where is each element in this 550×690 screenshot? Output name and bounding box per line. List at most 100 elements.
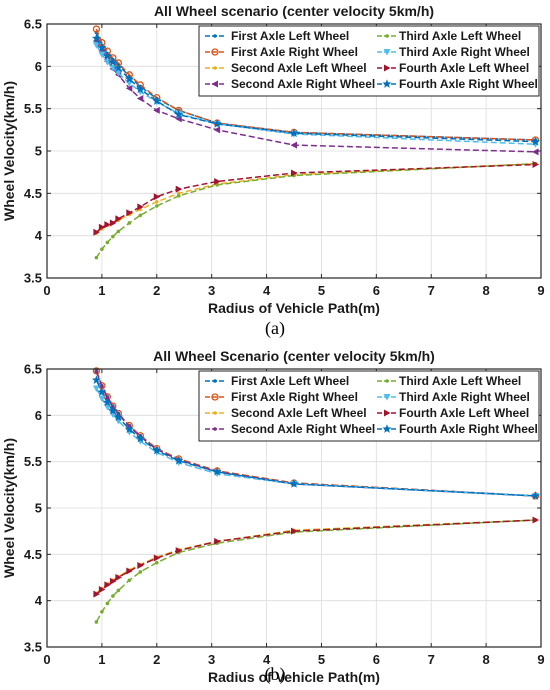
data-point xyxy=(92,25,101,33)
data-point xyxy=(153,193,161,201)
x-tick-label: 4 xyxy=(263,652,271,667)
data-point xyxy=(109,577,117,585)
data-point xyxy=(127,221,132,225)
data-point xyxy=(212,119,222,128)
series-fourth-axle-right-wheel xyxy=(91,33,541,146)
data-point xyxy=(530,491,541,500)
legend-item: Fourth Axle Left Wheel xyxy=(377,406,529,420)
legend-label: First Axle Left Wheel xyxy=(231,374,349,388)
legend-marker xyxy=(213,34,217,38)
data-point xyxy=(111,594,115,598)
x-tick-label: 2 xyxy=(153,283,160,298)
x-tick-label: 0 xyxy=(43,652,50,667)
data-point xyxy=(98,395,106,403)
chart-panel-b: 0 1 2 3 4 5 6 7 8 9 3.5 4 4.5 5 5.5 6 6.5 All Wheel Scena… xyxy=(1,348,545,685)
legend-item: Second Axle Right Wheel xyxy=(205,422,375,436)
data-point xyxy=(175,185,183,193)
y-tick-label: 4.5 xyxy=(24,547,42,562)
data-point xyxy=(175,547,183,555)
legend-marker xyxy=(382,424,392,433)
legend-label: Third Axle Left Wheel xyxy=(399,374,521,388)
series-third-axle-left-wheel xyxy=(94,518,538,624)
data-point xyxy=(94,369,99,374)
data-point xyxy=(116,588,121,593)
y-tick-label: 4 xyxy=(35,593,43,608)
x-tick-label: 9 xyxy=(537,652,544,667)
series-third-axle-left-wheel xyxy=(94,161,538,260)
x-tick-label: 5 xyxy=(318,652,325,667)
data-point xyxy=(98,51,106,58)
x-tick-label: 0 xyxy=(43,283,50,298)
x-tick-label: 7 xyxy=(428,283,435,298)
legend-label: Fourth Axle Left Wheel xyxy=(399,406,529,420)
data-point xyxy=(214,537,221,545)
data-point xyxy=(213,126,221,134)
legend-item: Fourth Axle Right Wheel xyxy=(377,422,538,436)
legend-label: Second Axle Right Wheel xyxy=(231,422,375,436)
data-point xyxy=(291,527,298,535)
data-point xyxy=(105,601,110,606)
x-tick-label: 6 xyxy=(373,283,380,298)
x-tick-label: 3 xyxy=(208,283,215,298)
data-point xyxy=(113,63,123,72)
y-tick-label: 6 xyxy=(35,408,42,423)
data-point xyxy=(154,204,159,208)
data-point xyxy=(135,84,145,94)
legend-marker xyxy=(384,64,391,72)
legend-box xyxy=(198,370,540,442)
x-axis-label: Radius of Vehicle Path(m) xyxy=(208,300,380,316)
x-tick-label: 1 xyxy=(98,652,105,667)
legend-marker xyxy=(213,379,217,383)
data-point xyxy=(102,51,112,61)
data-point xyxy=(93,228,100,236)
legend-label: Third Axle Right Wheel xyxy=(399,390,530,404)
data-point xyxy=(153,554,161,562)
legend-item: First Axle Right Wheel xyxy=(205,45,358,59)
x-tick-label: 8 xyxy=(482,652,489,667)
data-point xyxy=(125,84,133,92)
y-tick-label: 5 xyxy=(35,144,42,159)
data-point xyxy=(115,574,122,581)
legend-marker xyxy=(211,48,219,56)
legend-marker xyxy=(384,409,391,417)
y-tick-label: 6 xyxy=(35,59,42,74)
data-point xyxy=(153,106,160,114)
series-line xyxy=(95,162,536,259)
legend-item: Third Axle Right Wheel xyxy=(377,390,530,404)
chart-panel-a: 0 1 2 3 4 5 6 7 8 9 3.5 4 4.5 5 5.5 6 6.5 All Wheel scena… xyxy=(1,3,545,339)
y-tick-label: 3.5 xyxy=(24,640,42,655)
legend-label: Third Axle Left Wheel xyxy=(399,29,521,43)
data-point xyxy=(154,560,159,565)
x-tick-label: 1 xyxy=(98,283,105,298)
x-tick-label: 5 xyxy=(318,283,325,298)
series-fourth-axle-left-wheel xyxy=(93,161,540,236)
data-point xyxy=(215,183,219,187)
data-point xyxy=(94,620,99,624)
data-point xyxy=(290,141,297,149)
data-point xyxy=(98,586,106,594)
y-tick-label: 6.5 xyxy=(24,362,42,377)
legend-marker xyxy=(213,66,217,70)
data-point xyxy=(103,403,111,411)
legend-item: First Axle Left Wheel xyxy=(205,374,349,388)
y-axis-label: Wheel Velocity(km/h) xyxy=(1,81,17,221)
data-point xyxy=(113,412,123,422)
data-point xyxy=(105,240,110,245)
legend: First Axle Left Wheel First Axle Right Wh… xyxy=(198,25,540,97)
data-point xyxy=(137,561,144,569)
data-point xyxy=(124,424,134,434)
legend-item: Third Axle Right Wheel xyxy=(377,45,530,59)
data-point xyxy=(100,384,104,389)
data-point xyxy=(126,567,133,575)
data-point xyxy=(530,136,541,146)
data-point xyxy=(532,516,540,524)
x-tick-label: 4 xyxy=(263,283,271,298)
series-fourth-axle-left-wheel xyxy=(93,516,540,598)
series-line xyxy=(95,519,536,623)
legend-marker xyxy=(383,394,391,401)
legend-marker xyxy=(213,427,217,431)
series-line xyxy=(95,388,536,497)
data-point xyxy=(289,128,299,138)
data-point xyxy=(108,57,118,66)
data-point xyxy=(100,247,104,252)
